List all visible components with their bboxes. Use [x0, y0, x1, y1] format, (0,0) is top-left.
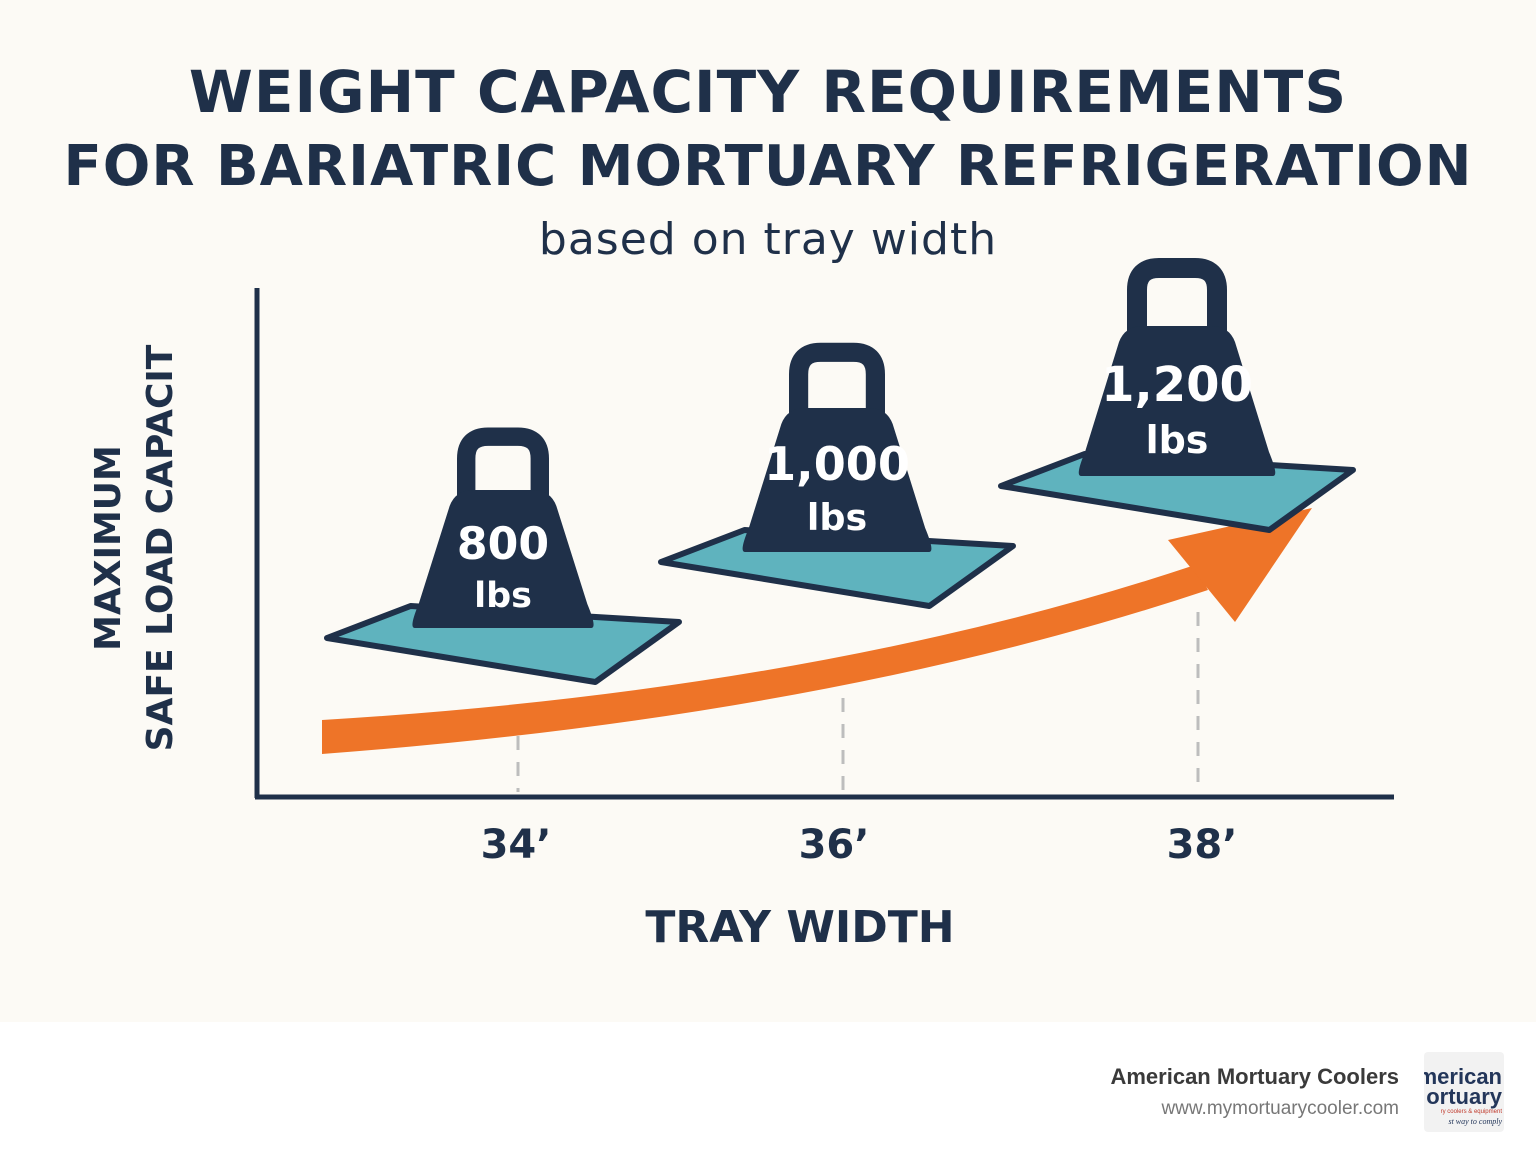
value-label-0: 800 — [457, 519, 549, 570]
weight-handle-0 — [457, 427, 549, 496]
brand-logo: merican ortuary ry coolers & equipment s… — [1424, 1052, 1504, 1132]
brand-name: American Mortuary Coolers — [1110, 1064, 1399, 1089]
weight-handle-2 — [1127, 258, 1227, 332]
growth-arrow-body — [322, 565, 1208, 754]
weight-body-2 — [1078, 326, 1276, 476]
logo-text-line3: ry coolers & equipment — [1440, 1109, 1502, 1115]
weight-mark-0: 800 lbs — [324, 427, 682, 685]
x-tick-label-38: 38’ — [1166, 822, 1238, 868]
growth-arrow-head — [1168, 508, 1312, 622]
logo-text-line2: ortuary — [1426, 1084, 1502, 1109]
unit-label-0: lbs — [474, 576, 532, 616]
logo-text-line4: st way to comply — [1448, 1117, 1502, 1126]
y-axis-label-line2: SAFE LOAD CAPACIT — [140, 344, 181, 752]
logo-text-line1: merican — [1424, 1064, 1502, 1089]
weight-body-0 — [412, 490, 594, 628]
unit-label-2: lbs — [1146, 418, 1209, 462]
x-tick-label-36: 36’ — [798, 822, 870, 868]
x-axis-label: TRAY WIDTH — [645, 902, 955, 953]
weight-body-1 — [742, 408, 932, 552]
unit-label-1: lbs — [807, 496, 867, 539]
chart-title-line2: FOR BARIATRIC MORTUARY REFRIGERATION — [63, 134, 1473, 199]
weight-mark-1: 1,000 lbs — [658, 342, 1016, 609]
chart-subtitle: based on tray width — [538, 214, 998, 265]
weight-handle-1 — [789, 342, 885, 414]
chart-title: WEIGHT CAPACITY REQUIREMENTS — [188, 58, 1348, 126]
chart-svg: 800 lbs 1,000 lbs 1,200 lbs — [254, 258, 1394, 800]
value-label-1: 1,000 — [764, 437, 910, 491]
brand-url[interactable]: www.mymortuarycooler.com — [1161, 1098, 1399, 1119]
y-axis-label: MAXIMUM SAFE LOAD CAPACIT — [83, 288, 193, 808]
weight-mark-2: 1,200 lbs — [998, 258, 1356, 533]
value-label-2: 1,200 — [1101, 357, 1253, 413]
y-axis-label-line1: MAXIMUM — [88, 445, 129, 651]
x-tick-label-34: 34’ — [480, 822, 552, 868]
